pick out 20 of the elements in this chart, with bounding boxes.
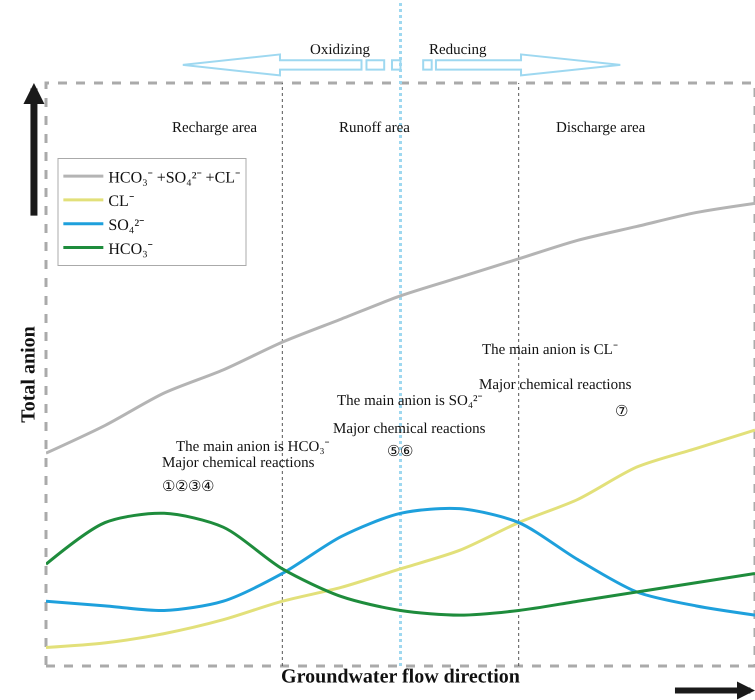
annotation: ⑦ — [615, 404, 628, 420]
annotation: Major chemical reactions — [162, 455, 315, 471]
legend-label: SO₄²⁻ — [108, 216, 144, 234]
legend-label: HCO₃⁻ — [108, 240, 153, 258]
legend-label: CL⁻ — [108, 193, 134, 210]
text: Discharge area — [556, 120, 646, 136]
annotation: Major chemical reactions — [333, 421, 486, 437]
annotation: The main anion is SO₄²⁻ — [337, 393, 483, 409]
annotation: The main anion is HCO₃⁻ — [176, 439, 330, 455]
annotation: The main anion is CL⁻ — [482, 342, 618, 358]
annotation: Major chemical reactions — [479, 377, 632, 393]
text: Oxidizing — [310, 42, 370, 58]
legend-label: HCO₃⁻ +SO₄²⁻ +CL⁻ — [108, 169, 240, 186]
text: Recharge area — [172, 120, 258, 136]
text: Reducing — [429, 42, 487, 58]
text: Runoff area — [339, 120, 410, 136]
y-axis-title: Total anion — [18, 326, 40, 423]
annotation: ⑤⑥ — [387, 444, 413, 460]
annotation: ①②③④ — [162, 479, 214, 495]
x-axis-title: Groundwater flow direction — [281, 666, 520, 688]
